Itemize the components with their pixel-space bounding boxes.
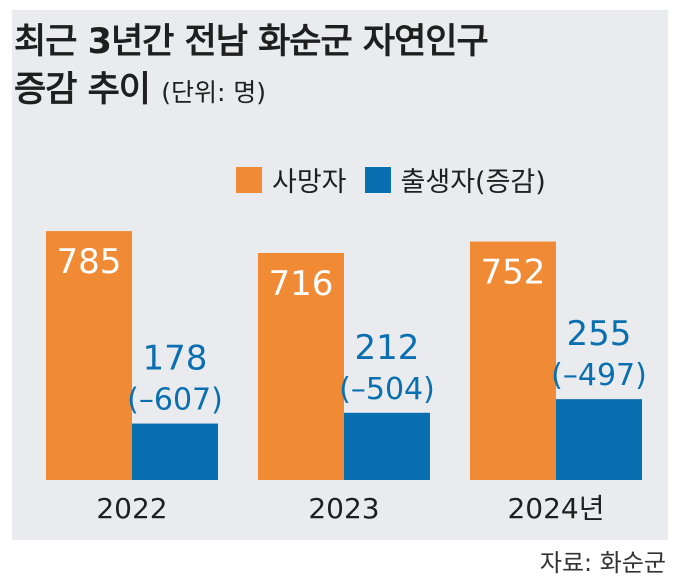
legend-label-deaths: 사망자	[272, 167, 347, 198]
unit-label: (단위: 명)	[161, 78, 267, 107]
title-line-1: 최근 3년간 전남 화순군 자연인구	[14, 22, 489, 62]
bar-births-1	[344, 412, 430, 480]
bar-deaths-2	[470, 241, 556, 480]
annotation-births-1: (–504)	[339, 372, 435, 407]
category-label-0: 2022	[96, 492, 167, 525]
legend-item-births: 출생자(증감)	[364, 160, 546, 199]
category-label-1: 2023	[308, 492, 379, 525]
bar-births-2	[556, 399, 642, 480]
legend-label-births: 출생자(증감)	[400, 167, 546, 198]
bar-deaths-0	[46, 231, 132, 480]
data-label-deaths-0: 785	[57, 242, 122, 282]
legend-swatch-births	[364, 166, 391, 193]
data-label-births-1: 212	[355, 328, 420, 368]
source-label: 자료: 화순군	[539, 549, 666, 577]
annotation-births-2: (–497)	[551, 358, 647, 393]
data-label-deaths-1: 716	[269, 264, 334, 304]
bar-births-0	[132, 423, 218, 480]
bar-deaths-1	[258, 252, 344, 480]
chart-title: 최근 3년간 전남 화순군 자연인구 증감 추이 (단위: 명)	[14, 18, 489, 117]
annotation-births-0: (–607)	[127, 383, 223, 418]
data-label-deaths-2: 752	[481, 253, 546, 293]
title-line-2: 증감 추이 (단위: 명)	[14, 66, 488, 117]
data-label-births-0: 178	[143, 339, 208, 379]
title-line-2-text: 증감 추이	[14, 70, 151, 110]
data-label-births-2: 255	[567, 314, 632, 354]
legend: 사망자 출생자(증감)	[236, 160, 554, 199]
category-label-2: 2024년	[507, 492, 604, 525]
legend-swatch-deaths	[236, 166, 262, 193]
legend-item-deaths: 사망자	[236, 160, 347, 199]
